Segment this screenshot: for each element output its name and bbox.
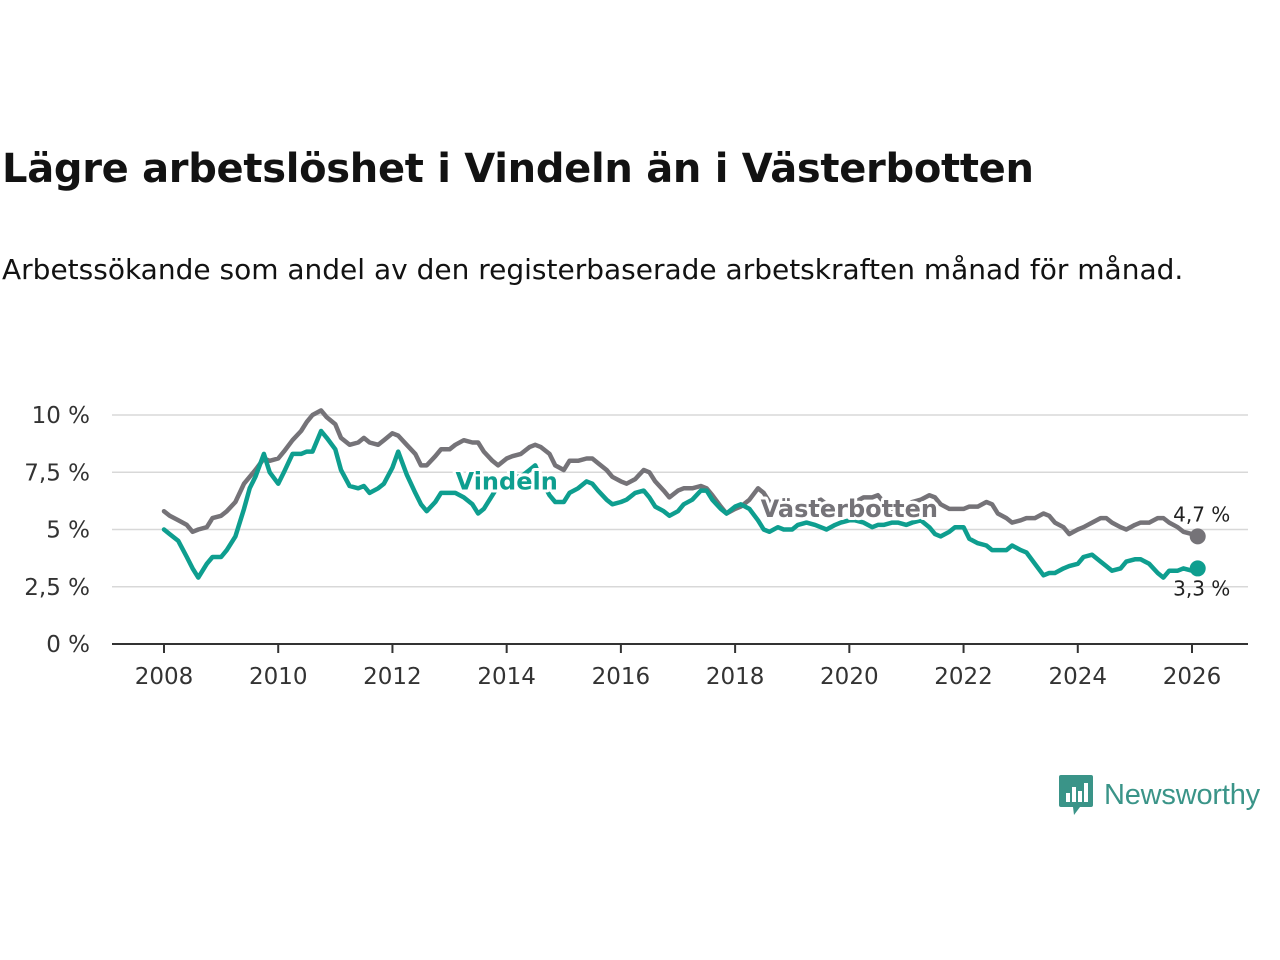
x-tick-label: 2014 [477,664,536,690]
chart-title: Lägre arbetslöshet i Vindeln än i Väster… [2,146,1034,192]
x-tick-label: 2010 [249,664,308,690]
gridlines [112,414,1248,588]
x-tick-label: 2008 [135,664,194,690]
chart-subtitle: Arbetssökande som andel av den registerb… [2,253,1184,286]
line-chart: 0 % 2,5 % 5 % 7,5 % 10 % 2008 2010 2012 2014 201… [24,403,1248,690]
newsworthy-logo-icon [1059,775,1093,815]
series-end-point [1189,560,1206,577]
series-labels: Vindeln Västerbotten [453,464,941,525]
y-axis-ticks: 0 % 2,5 % 5 % 7,5 % 10 % [24,403,90,658]
x-tick-label: 2016 [592,664,651,690]
series-line-vindeln [161,428,1200,580]
y-tick-label: 5 % [46,518,90,544]
x-tick-label: 2012 [363,664,422,690]
series-line-vasterbotten [161,408,1200,539]
series-label: Vindeln [456,467,558,495]
y-tick-label: 7,5 % [24,460,90,486]
newsworthy-brand-text: Newsworthy [1104,778,1260,811]
x-tick-label: 2024 [1049,664,1108,690]
y-tick-label: 0 % [46,632,90,658]
x-tick-label: 2020 [820,664,879,690]
series-end-point [1189,528,1206,545]
y-tick-label: 2,5 % [24,575,90,601]
y-tick-label: 10 % [32,403,90,429]
series-end-label: 3,3 % [1173,576,1230,600]
x-axis: 2008 2010 2012 2014 2016 2018 2020 2022 2024 2026 [112,643,1248,690]
x-tick-label: 2026 [1163,664,1222,690]
series-lines: 4,7 % 3,3 % [161,408,1230,600]
x-tick-label: 2022 [934,664,993,690]
series-end-label: 4,7 % [1173,502,1230,526]
newsworthy-logo: Newsworthy [1058,773,1260,817]
series-label: Västerbotten [761,495,938,523]
x-tick-label: 2018 [706,664,765,690]
